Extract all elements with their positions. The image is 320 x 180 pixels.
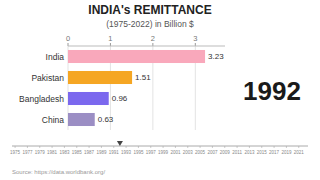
- category-label: China: [42, 115, 64, 125]
- year-label: 1992: [243, 76, 301, 106]
- timeline-tick: [27, 146, 28, 148]
- bar: [68, 92, 109, 105]
- timeline-tick: [200, 146, 201, 148]
- timeline-label: 1981: [47, 150, 58, 155]
- bar: [68, 113, 95, 126]
- timeline-tick: [187, 146, 188, 148]
- timeline-label: 1991: [109, 150, 120, 155]
- timeline-label: 2001: [170, 150, 181, 155]
- timeline-tick: [101, 146, 102, 148]
- timeline-tick: [39, 146, 40, 148]
- timeline-tick: [64, 146, 65, 148]
- category-label: India: [46, 52, 65, 62]
- timeline-tick: [298, 146, 299, 148]
- timeline-tick: [237, 146, 238, 148]
- timeline-label: 2011: [232, 150, 242, 155]
- timeline-tick: [89, 146, 90, 148]
- data-label: 1.51: [135, 73, 151, 82]
- source: Source: https://data.worldbank.org/: [12, 169, 105, 175]
- timeline-label: 1983: [59, 150, 70, 155]
- timeline: 1975197719791981198319851987198919911993…: [10, 141, 308, 155]
- timeline-label: 1979: [35, 150, 46, 155]
- timeline-tick: [261, 146, 262, 148]
- subtitle: (1975-2022) in Billion $: [106, 19, 194, 29]
- timeline-tick: [274, 146, 275, 148]
- timeline-tick: [113, 146, 114, 148]
- timeline-tick: [150, 146, 151, 148]
- timeline-label: 1989: [96, 150, 107, 155]
- timeline-label: 2013: [244, 150, 255, 155]
- timeline-label: 1977: [22, 150, 33, 155]
- timeline-tick: [15, 146, 16, 148]
- x-axis: 0 1 2 3: [66, 34, 225, 130]
- timeline-tick: [224, 146, 225, 148]
- timeline-label: 2017: [269, 150, 280, 155]
- bar: [68, 50, 205, 63]
- category-label: Bangladesh: [19, 94, 64, 104]
- timeline-tick: [163, 146, 164, 148]
- timeline-tick: [286, 146, 287, 148]
- tick-label: 3: [193, 34, 197, 43]
- category-label: Pakistan: [31, 73, 64, 83]
- timeline-label: 2009: [220, 150, 231, 155]
- timeline-marker: [117, 141, 123, 146]
- timeline-tick: [76, 146, 77, 148]
- labels: India 3.23 Pakistan 1.51 Bangladesh 0.96 China…: [19, 52, 224, 125]
- timeline-tick: [212, 146, 213, 148]
- timeline-label: 1987: [84, 150, 95, 155]
- timeline-label: 1985: [72, 150, 83, 155]
- timeline-label: 1975: [10, 150, 21, 155]
- data-label: 0.63: [98, 115, 114, 124]
- axis-line: [68, 46, 225, 47]
- timeline-label: 2019: [281, 150, 292, 155]
- timeline-label: 2021: [294, 150, 305, 155]
- tick-label: 0: [66, 34, 70, 43]
- timeline-tick: [138, 146, 139, 148]
- timeline-label: 2005: [195, 150, 206, 155]
- timeline-label: 1993: [121, 150, 132, 155]
- bar: [68, 71, 132, 84]
- tick-label: 1: [108, 34, 112, 43]
- data-label: 3.23: [208, 52, 224, 61]
- timeline-line: [12, 146, 308, 147]
- timeline-tick: [175, 146, 176, 148]
- timeline-tick: [249, 146, 250, 148]
- bars: [68, 50, 205, 126]
- tick-label: 2: [151, 34, 155, 43]
- timeline-label: 2003: [183, 150, 194, 155]
- timeline-tick: [126, 146, 127, 148]
- chart: INDIA's REMITTANCE (1975-2022) in Billion…: [0, 0, 320, 180]
- timeline-label: 2007: [207, 150, 218, 155]
- timeline-label: 1995: [133, 150, 144, 155]
- timeline-label: 2015: [257, 150, 268, 155]
- timeline-label: 1999: [158, 150, 169, 155]
- timeline-label: 1997: [146, 150, 157, 155]
- title: INDIA's REMITTANCE: [88, 3, 211, 17]
- timeline-tick: [52, 146, 53, 148]
- data-label: 0.96: [112, 94, 128, 103]
